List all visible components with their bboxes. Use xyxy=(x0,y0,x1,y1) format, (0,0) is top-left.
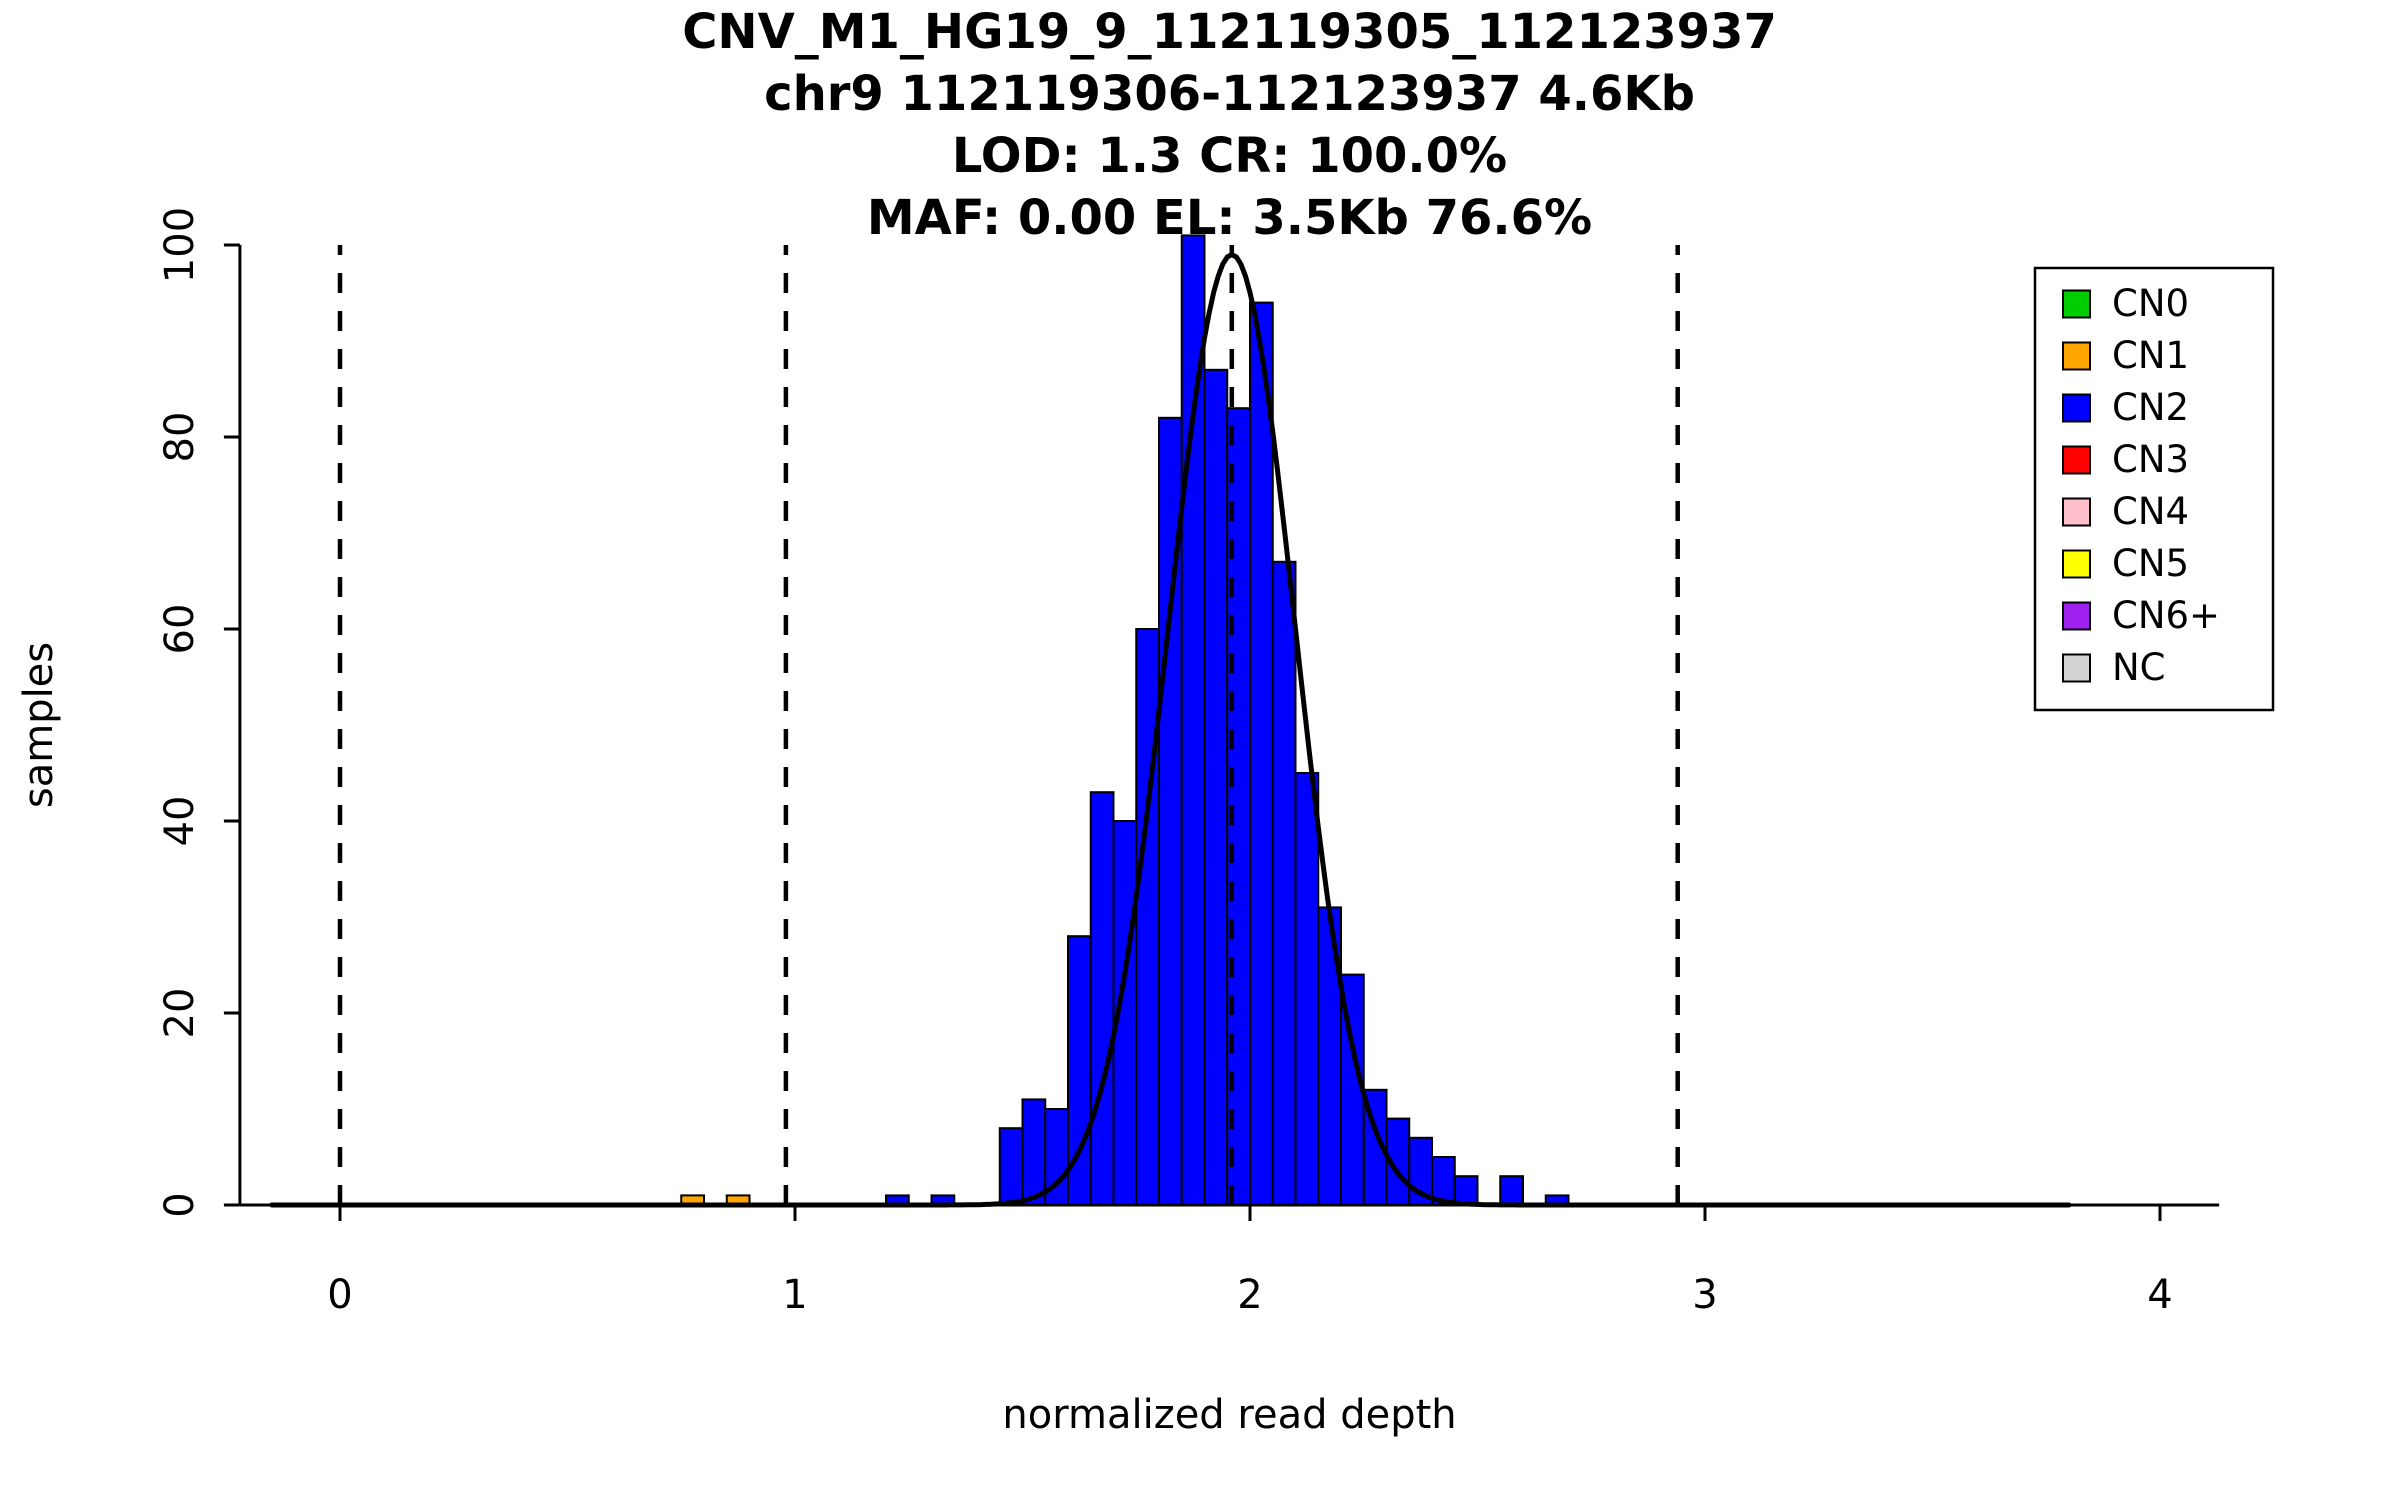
x-axis-tick-label: 1 xyxy=(782,1272,807,1318)
x-axis-tick-label: 2 xyxy=(1237,1272,1262,1318)
y-axis-tick-label: 40 xyxy=(157,796,203,847)
histogram-bar-cn2 xyxy=(1180,234,1206,1206)
histogram-bar-cn2 xyxy=(1249,301,1274,1207)
legend-label: CN2 xyxy=(2112,386,2189,429)
legend-label: CN0 xyxy=(2112,282,2189,325)
legend-swatch-cn6+ xyxy=(2062,601,2091,631)
y-axis-title: samples xyxy=(16,642,62,808)
legend-swatch-cn5 xyxy=(2062,549,2091,579)
legend-label: CN6+ xyxy=(2112,594,2220,637)
legend-label: CN5 xyxy=(2112,542,2189,585)
histogram-bar-cn2 xyxy=(1453,1175,1479,1206)
legend-swatch-cn1 xyxy=(2062,341,2091,371)
histogram-bar-cn2 xyxy=(1294,772,1320,1206)
legend-label: CN1 xyxy=(2112,334,2189,377)
histogram-bar-cn2 xyxy=(1135,628,1160,1206)
legend-swatch-cn2 xyxy=(2062,393,2091,423)
histogram-bar-cn2 xyxy=(1021,1098,1047,1207)
y-axis: 0 20 40 60 80 100 samples xyxy=(16,207,242,1218)
legend-label: CN4 xyxy=(2112,490,2189,533)
legend-swatch-nc xyxy=(2062,653,2091,683)
histogram-bar-cn2 xyxy=(998,1127,1024,1206)
y-axis-tick-label: 20 xyxy=(157,988,203,1039)
histogram-bar-cn2 xyxy=(1271,560,1297,1206)
legend: CN0 CN1 CN2 CN3 CN4 CN5 CN6+ NC xyxy=(2033,266,2275,712)
cn-expected-depth-lines xyxy=(337,245,1680,1205)
x-axis-tick-label: 4 xyxy=(2147,1272,2172,1318)
y-axis-tick-label: 80 xyxy=(157,412,203,463)
x-axis: 0 1 2 3 4 normalized read depth xyxy=(239,1203,2220,1438)
histogram-bar-cn2 xyxy=(1203,368,1229,1206)
histogram-bar-cn2 xyxy=(1089,791,1115,1206)
chart-title: CNV_M1_HG19_9_112119305_112123937 chr9 11… xyxy=(682,4,1777,246)
legend-swatch-cn3 xyxy=(2062,445,2091,475)
y-axis-tick-label: 0 xyxy=(157,1192,203,1217)
x-axis-tick-label: 3 xyxy=(1692,1272,1717,1318)
x-axis-title: normalized read depth xyxy=(1002,1392,1456,1438)
chart-title-line: CNV_M1_HG19_9_112119305_112123937 xyxy=(682,4,1777,60)
x-axis-tick-label: 0 xyxy=(327,1272,352,1318)
chart-title-line: LOD: 1.3 CR: 100.0% xyxy=(952,128,1507,184)
chart-title-line: MAF: 0.00 EL: 3.5Kb 76.6% xyxy=(867,190,1592,246)
y-axis-tick-label: 100 xyxy=(157,207,203,283)
legend-label: NC xyxy=(2112,646,2166,689)
legend-swatch-cn4 xyxy=(2062,497,2091,527)
histogram-bar-cn2 xyxy=(1499,1175,1524,1206)
legend-swatch-cn0 xyxy=(2062,289,2091,319)
histogram-bars xyxy=(680,234,1570,1207)
y-axis-tick-label: 60 xyxy=(157,604,203,655)
legend-label: CN3 xyxy=(2112,438,2189,481)
chart-title-line: chr9 112119306-112123937 4.6Kb xyxy=(764,66,1695,122)
